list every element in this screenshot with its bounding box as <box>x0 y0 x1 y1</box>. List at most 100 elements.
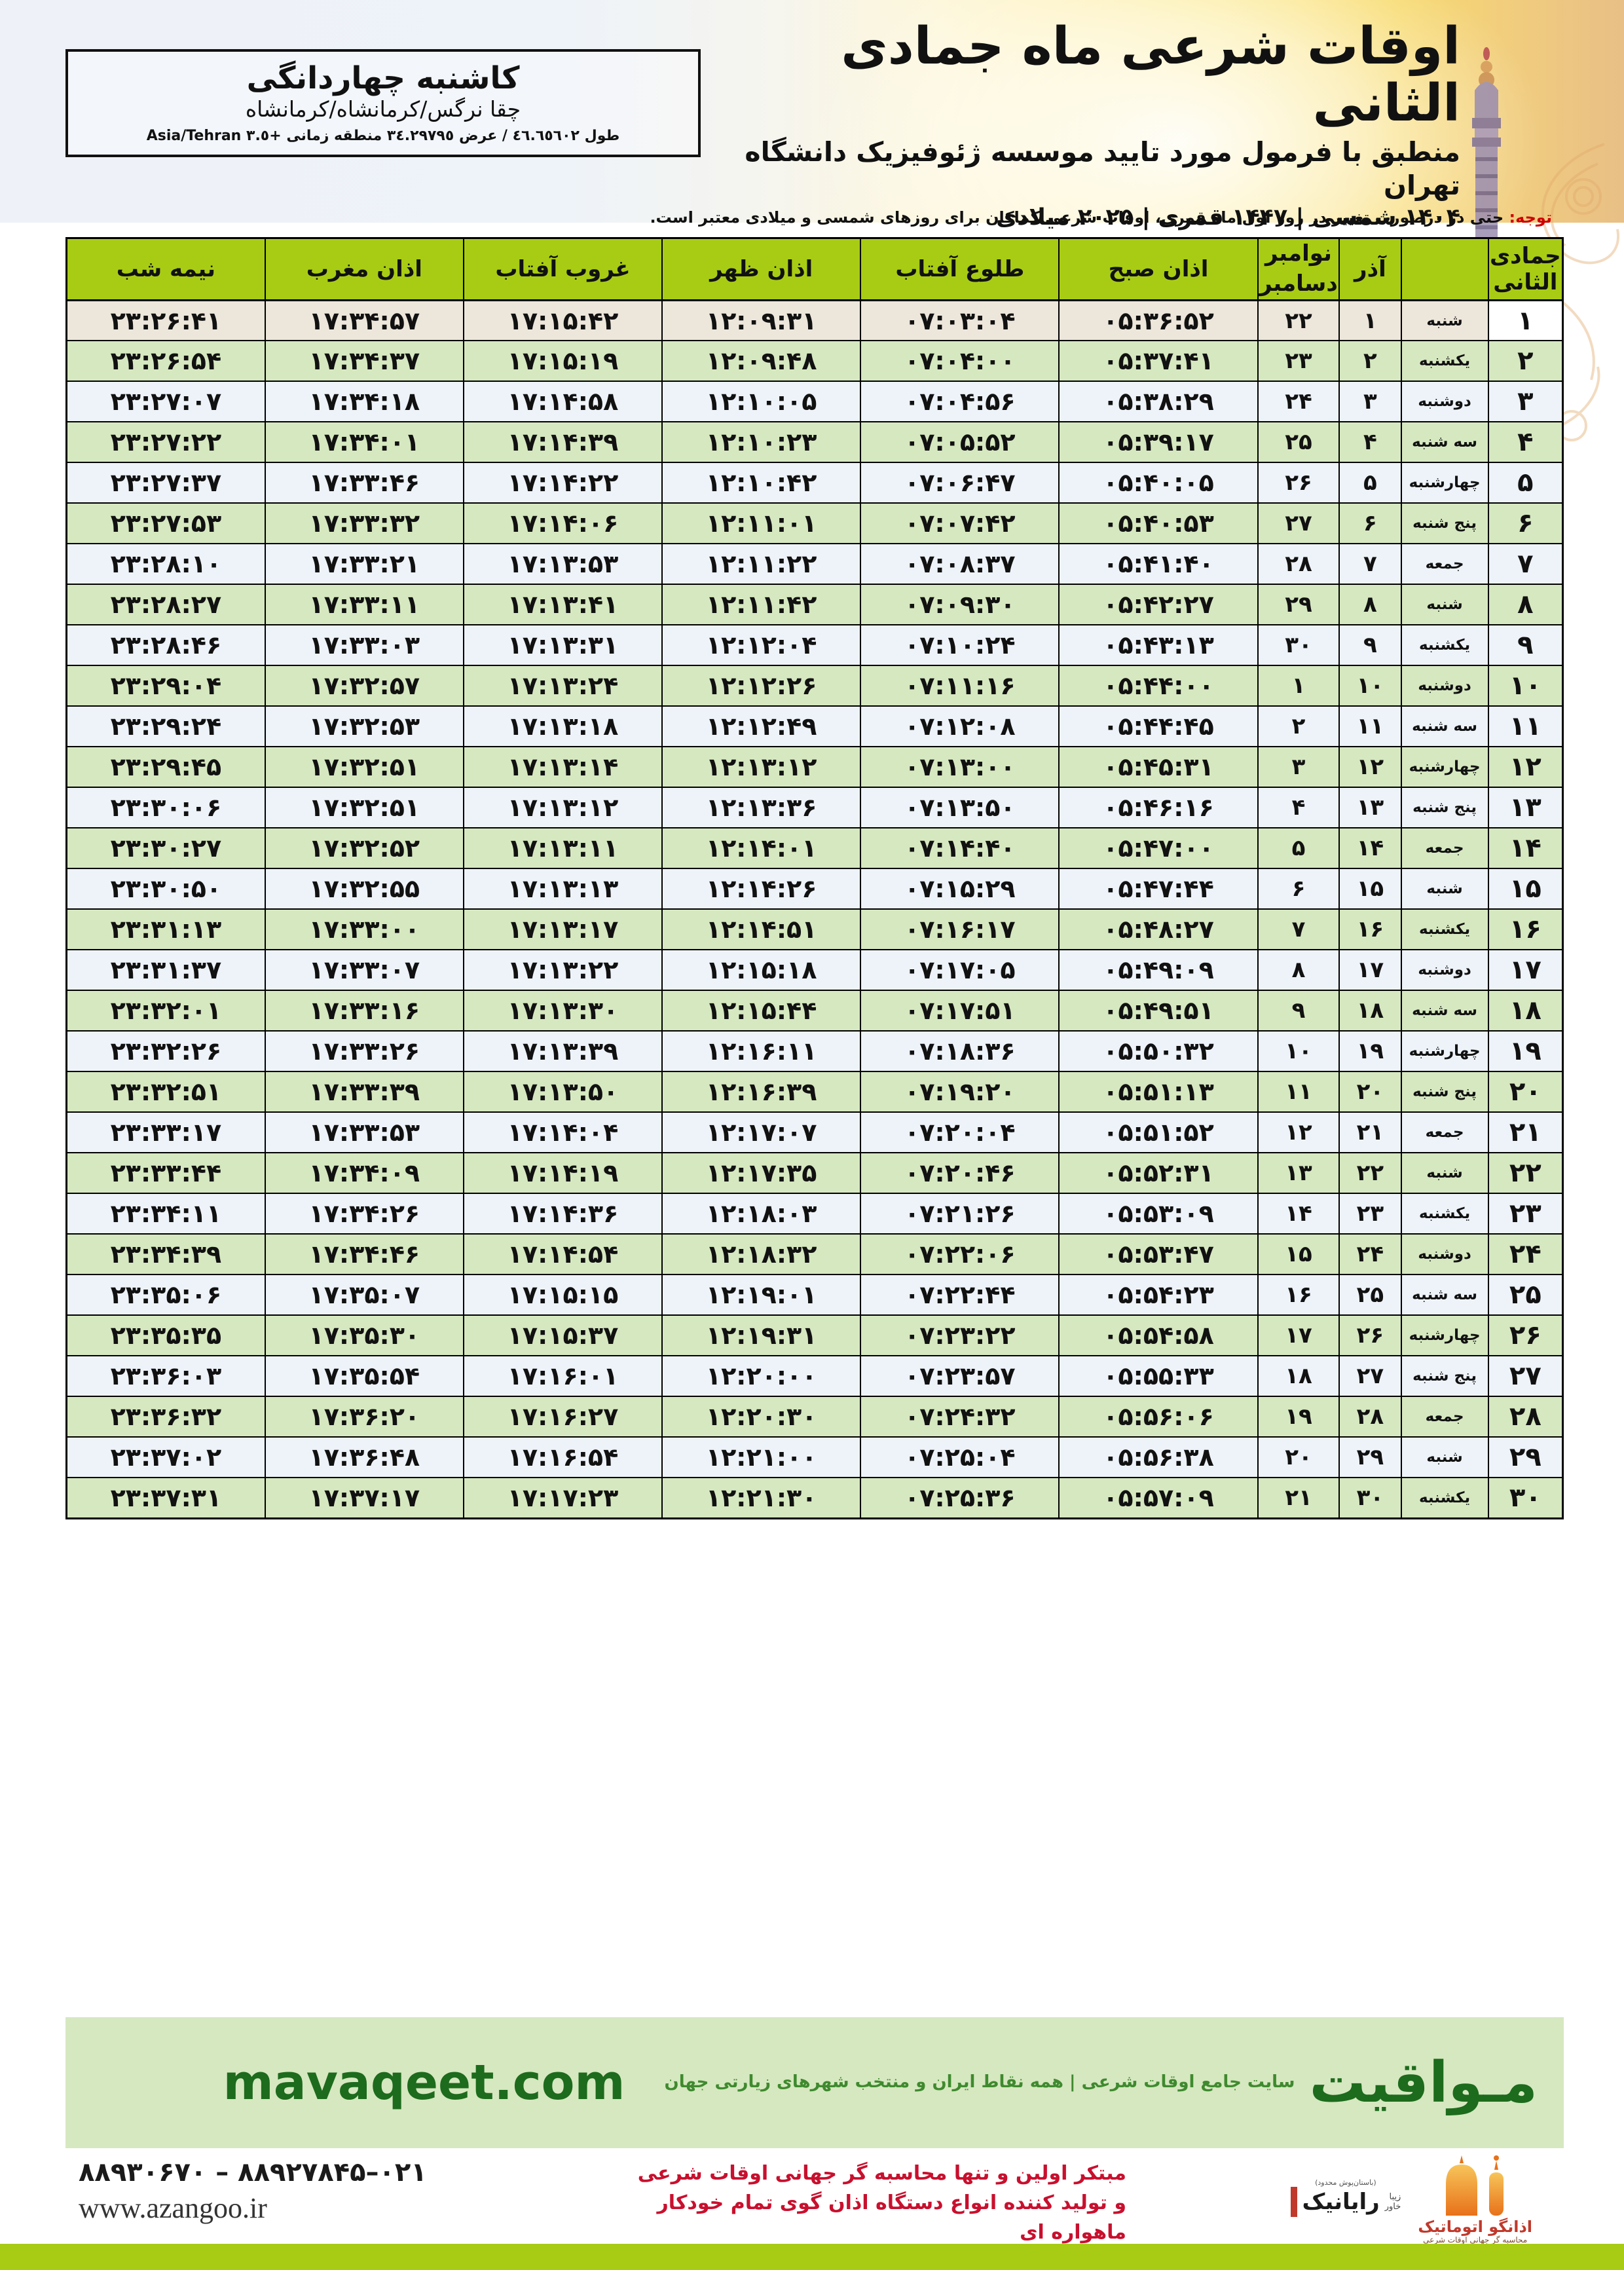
cell-fajr-time: ۰۵:۵۶:۰۶ <box>1058 1396 1259 1438</box>
cell-fajr-time: ۰۵:۴۰:۰۵ <box>1058 462 1259 504</box>
cell-weekday: سه شنبه <box>1400 990 1489 1032</box>
cell-weekday: شنبه <box>1400 299 1489 342</box>
brand-website-link[interactable]: mavaqeet.com <box>223 2055 625 2111</box>
cell-maghrib-time: ۱۷:۳۵:۰۷ <box>264 1274 464 1316</box>
page-subtitle: منطبق با فرمول مورد تایید موسسه ژئوفیزیک… <box>745 136 1460 201</box>
cell-maghrib-time: ۱۷:۳۶:۴۸ <box>264 1436 464 1479</box>
table-row: ۲۳ یکشنبه ۲۳ ۱۴ ۰۵:۵۳:۰۹ ۰۷:۲۱:۲۶ ۱۲:۱۸:۰۳ ۱۷:۱… <box>65 1193 1564 1235</box>
column-header-sunset: غروب آفتاب <box>462 237 663 301</box>
cell-fajr-time: ۰۵:۵۳:۰۹ <box>1058 1193 1259 1235</box>
table-row: ۱۹ چهارشنبه ۱۹ ۱۰ ۰۵:۵۰:۳۲ ۰۷:۱۸:۳۶ ۱۲:۱۶:۱۱ ۱۷… <box>65 1030 1564 1073</box>
cell-maghrib-time: ۱۷:۳۳:۱۶ <box>264 990 464 1032</box>
cell-gregorian-day: ۲۳ <box>1257 340 1340 382</box>
cell-weekday: دوشنبه <box>1400 1233 1489 1276</box>
cell-sunset-time: ۱۷:۱۳:۳۰ <box>462 990 663 1032</box>
cell-gregorian-day: ۱۰ <box>1257 1030 1340 1073</box>
cell-azar-day: ۱۸ <box>1338 990 1402 1032</box>
table-body: ۱ شنبه ۱ ۲۲ ۰۵:۳۶:۵۲ ۰۷:۰۳:۰۴ ۱۲:۰۹:۳۱ ۱۷:۱۵:۴۲… <box>65 299 1564 1519</box>
cell-dhuhr-time: ۱۲:۱۰:۲۳ <box>661 421 862 464</box>
cell-hijri-day: ۲۰ <box>1487 1071 1564 1113</box>
cell-gregorian-day: ۶ <box>1257 868 1340 910</box>
cell-azar-day: ۲۰ <box>1338 1071 1402 1113</box>
cell-midnight-time: ۲۳:۲۷:۳۷ <box>65 462 266 504</box>
cell-hijri-day: ۲ <box>1487 340 1564 382</box>
cell-hijri-day: ۲۹ <box>1487 1436 1564 1479</box>
cell-sunset-time: ۱۷:۱۶:۲۷ <box>462 1396 663 1438</box>
footer-brand-banner: مـواقیت سایت جامع اوقات شرعی | همه نقاط … <box>65 2017 1564 2148</box>
cell-dhuhr-time: ۱۲:۱۷:۳۵ <box>661 1152 862 1195</box>
table-row: ۴ سه شنبه ۴ ۲۵ ۰۵:۳۹:۱۷ ۰۷:۰۵:۵۲ ۱۲:۱۰:۲۳ ۱۷:۱۴… <box>65 421 1564 464</box>
cell-dhuhr-time: ۱۲:۱۶:۱۱ <box>661 1030 862 1073</box>
cell-sunset-time: ۱۷:۱۳:۱۸ <box>462 705 663 748</box>
cell-azar-day: ۱۵ <box>1338 868 1402 910</box>
table-row: ۲۰ پنج شنبه ۲۰ ۱۱ ۰۵:۵۱:۱۳ ۰۷:۱۹:۲۰ ۱۲:۱۶:۳۹ ۱۷… <box>65 1071 1564 1113</box>
cell-azar-day: ۱۷ <box>1338 949 1402 992</box>
column-header-azar: آذر <box>1338 237 1402 301</box>
coordinates-line: طول ٤٦.٦٥٦٠٢ / عرض ٣٤.٢٩٧٩٥ منطقه زمانی … <box>146 127 620 144</box>
cell-midnight-time: ۲۳:۳۵:۰۶ <box>65 1274 266 1316</box>
cell-azar-day: ۲۶ <box>1338 1314 1402 1357</box>
cell-azar-day: ۲۴ <box>1338 1233 1402 1276</box>
cell-sunset-time: ۱۷:۱۳:۵۰ <box>462 1071 663 1113</box>
cell-sunset-time: ۱۷:۱۳:۳۹ <box>462 1030 663 1073</box>
cell-weekday: پنج شنبه <box>1400 787 1489 829</box>
contact-website[interactable]: www.azangoo.ir <box>79 2192 267 2224</box>
cell-maghrib-time: ۱۷:۳۶:۲۰ <box>264 1396 464 1438</box>
cell-midnight-time: ۲۳:۲۸:۲۷ <box>65 584 266 626</box>
cell-midnight-time: ۲۳:۲۹:۲۴ <box>65 705 266 748</box>
column-header-november: نوامبر <box>1265 240 1332 267</box>
cell-sunset-time: ۱۷:۱۳:۲۴ <box>462 665 663 707</box>
table-row: ۱۵ شنبه ۱۵ ۶ ۰۵:۴۷:۴۴ ۰۷:۱۵:۲۹ ۱۲:۱۴:۲۶ ۱۷:۱۳:۱… <box>65 868 1564 910</box>
cell-fajr-time: ۰۵:۴۲:۲۷ <box>1058 584 1259 626</box>
cell-midnight-time: ۲۳:۲۷:۵۳ <box>65 502 266 545</box>
cell-gregorian-day: ۵ <box>1257 827 1340 870</box>
cell-weekday: یکشنبه <box>1400 624 1489 667</box>
prayer-times-table-container: جمادی الثانی آذر نوامبر دسامبر اذان صبح … <box>65 237 1564 1519</box>
cell-dhuhr-time: ۱۲:۲۱:۳۰ <box>661 1477 862 1519</box>
cell-dhuhr-time: ۱۲:۱۱:۴۲ <box>661 584 862 626</box>
cell-sunrise-time: ۰۷:۲۵:۳۶ <box>860 1477 1060 1519</box>
cell-maghrib-time: ۱۷:۳۴:۲۶ <box>264 1193 464 1235</box>
table-row: ۱ شنبه ۱ ۲۲ ۰۵:۳۶:۵۲ ۰۷:۰۳:۰۴ ۱۲:۰۹:۳۱ ۱۷:۱۵:۴۲… <box>65 299 1564 342</box>
cell-hijri-day: ۲۴ <box>1487 1233 1564 1276</box>
cell-hijri-day: ۱۵ <box>1487 868 1564 910</box>
cell-fajr-time: ۰۵:۳۸:۲۹ <box>1058 381 1259 423</box>
table-row: ۸ شنبه ۸ ۲۹ ۰۵:۴۲:۲۷ ۰۷:۰۹:۳۰ ۱۲:۱۱:۴۲ ۱۷:۱۳:۴۱… <box>65 584 1564 626</box>
cell-dhuhr-time: ۱۲:۱۱:۲۲ <box>661 543 862 586</box>
cell-sunrise-time: ۰۷:۲۳:۵۷ <box>860 1355 1060 1398</box>
table-row: ۲۴ دوشنبه ۲۴ ۱۵ ۰۵:۵۳:۴۷ ۰۷:۲۲:۰۶ ۱۲:۱۸:۳۲ ۱۷:۱… <box>65 1233 1564 1276</box>
cell-sunrise-time: ۰۷:۲۰:۴۶ <box>860 1152 1060 1195</box>
cell-hijri-day: ۱۲ <box>1487 746 1564 789</box>
cell-hijri-day: ۱۷ <box>1487 949 1564 992</box>
cell-sunset-time: ۱۷:۱۳:۵۳ <box>462 543 663 586</box>
cell-dhuhr-time: ۱۲:۱۳:۱۲ <box>661 746 862 789</box>
cell-weekday: یکشنبه <box>1400 340 1489 382</box>
cell-sunset-time: ۱۷:۱۳:۱۳ <box>462 868 663 910</box>
table-row: ۱۴ جمعه ۱۴ ۵ ۰۵:۴۷:۰۰ ۰۷:۱۴:۴۰ ۱۲:۱۴:۰۱ ۱۷:۱۳:۱… <box>65 827 1564 870</box>
cell-weekday: چهارشنبه <box>1400 746 1489 789</box>
cell-gregorian-day: ۲۰ <box>1257 1436 1340 1479</box>
cell-dhuhr-time: ۱۲:۱۹:۳۱ <box>661 1314 862 1357</box>
location-info-box: كاشنبه چهاردانگی چقا نرگس/کرمانشاه/کرمان… <box>65 49 701 157</box>
note-label: توجه: <box>1509 208 1552 227</box>
cell-fajr-time: ۰۵:۵۴:۵۸ <box>1058 1314 1259 1357</box>
cell-azar-day: ۲۸ <box>1338 1396 1402 1438</box>
cell-weekday: چهارشنبه <box>1400 1030 1489 1073</box>
cell-weekday: سه شنبه <box>1400 421 1489 464</box>
cell-midnight-time: ۲۳:۳۴:۱۱ <box>65 1193 266 1235</box>
cell-maghrib-time: ۱۷:۳۳:۲۱ <box>264 543 464 586</box>
cell-sunset-time: ۱۷:۱۴:۳۹ <box>462 421 663 464</box>
cell-gregorian-day: ۱۲ <box>1257 1111 1340 1154</box>
cell-fajr-time: ۰۵:۴۰:۵۳ <box>1058 502 1259 545</box>
cell-sunrise-time: ۰۷:۲۳:۲۲ <box>860 1314 1060 1357</box>
azangoo-logo-subtext: محاسبه گر جهانی اوقات شرعی <box>1423 2235 1528 2245</box>
cell-weekday: شنبه <box>1400 584 1489 626</box>
cell-hijri-day: ۱۰ <box>1487 665 1564 707</box>
cell-azar-day: ۷ <box>1338 543 1402 586</box>
cell-maghrib-time: ۱۷:۳۲:۵۷ <box>264 665 464 707</box>
table-row: ۲۹ شنبه ۲۹ ۲۰ ۰۵:۵۶:۳۸ ۰۷:۲۵:۰۴ ۱۲:۲۱:۰۰ ۱۷:۱۶:… <box>65 1436 1564 1479</box>
cell-sunrise-time: ۰۷:۱۷:۵۱ <box>860 990 1060 1032</box>
cell-azar-day: ۱۱ <box>1338 705 1402 748</box>
table-row: ۶ پنج شنبه ۶ ۲۷ ۰۵:۴۰:۵۳ ۰۷:۰۷:۴۲ ۱۲:۱۱:۰۱ ۱۷:۱… <box>65 502 1564 545</box>
cell-sunrise-time: ۰۷:۲۲:۰۶ <box>860 1233 1060 1276</box>
